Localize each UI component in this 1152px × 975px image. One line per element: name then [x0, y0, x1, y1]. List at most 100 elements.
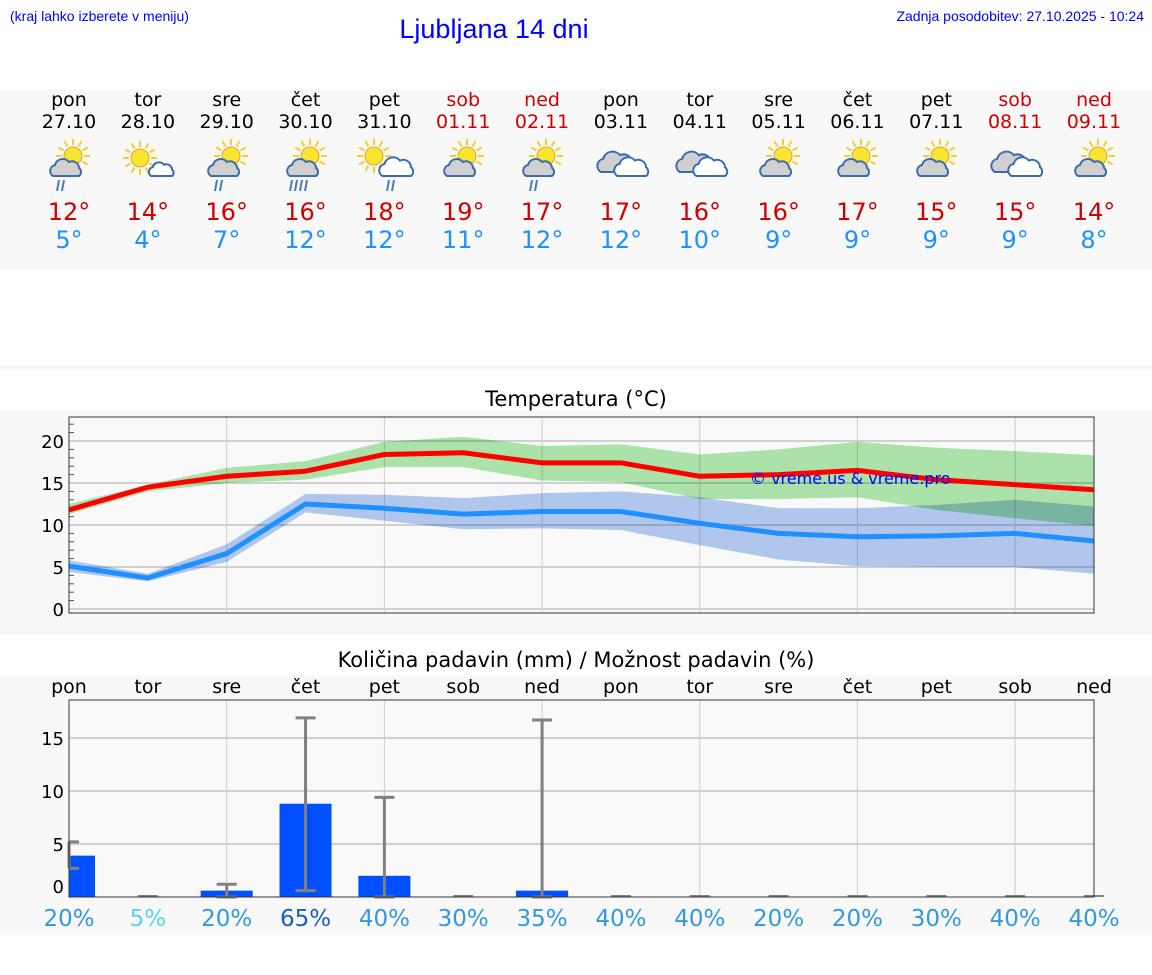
day-name: tor [686, 89, 714, 111]
day-name: sre [764, 89, 794, 111]
precipitation-probability: 40% [674, 906, 725, 932]
precipitation-probability: 40% [1068, 906, 1119, 932]
precipitation-probability: 5% [130, 906, 167, 932]
weather-sun-cloud-icon [739, 138, 819, 198]
day-date: 02.11 [514, 111, 570, 133]
x-category-label: pon [603, 676, 639, 698]
day-name: pet [920, 89, 952, 111]
location-hint: (kraj lahko izberete v meniju) [10, 8, 189, 24]
day-date: 31.10 [357, 111, 412, 133]
x-category-label: tor [134, 676, 161, 698]
y-tick-label: 5 [53, 558, 64, 579]
x-category-label: sre [212, 676, 241, 698]
precipitation-probability: 30% [438, 906, 489, 932]
min-temperature: 12° [599, 226, 643, 254]
precipitation-probability: 35% [517, 906, 568, 932]
precipitation-probability: 65% [280, 906, 331, 932]
min-temperature: 12° [284, 226, 327, 254]
max-temperature: 17° [520, 198, 564, 226]
day-name: ned [1076, 89, 1112, 111]
x-category-label: pon [51, 676, 87, 698]
min-temperature: 12° [520, 226, 564, 254]
weather-sun-cloud-icon [817, 138, 897, 198]
weather-sun-white-cloud-rain-icon [344, 138, 424, 198]
page-title: Ljubljana 14 dni [399, 14, 589, 44]
weather-overcast-icon [581, 138, 661, 198]
day-date: 09.11 [1066, 111, 1122, 133]
min-temperature: 12° [363, 226, 406, 254]
min-temperature: 10° [678, 226, 722, 254]
precipitation-probability: 40% [990, 906, 1041, 932]
forecast-strip [0, 90, 1152, 270]
y-tick-label: 0 [53, 877, 64, 898]
precipitation-probability: 20% [43, 906, 94, 932]
plot-border [68, 699, 1095, 898]
min-temperature: 7° [213, 226, 241, 254]
min-range-band [69, 491, 1094, 582]
precipitation-probability: 20% [753, 906, 804, 932]
day-date: 06.11 [830, 111, 885, 133]
day-date: 04.11 [672, 111, 727, 133]
max-temperature: 19° [441, 198, 485, 226]
min-temperature: 9° [922, 226, 950, 254]
y-tick-label: 5 [53, 835, 64, 856]
min-temperature: 11° [441, 226, 485, 254]
y-tick-label: 15 [41, 474, 64, 495]
day-name: tor [134, 89, 162, 111]
precipitation-bar [69, 855, 95, 897]
max-temperature: 16° [757, 198, 800, 226]
weather-overcast-icon [660, 138, 740, 198]
y-tick-label: 20 [41, 432, 64, 453]
watermark: © vreme.us & vreme.pro [750, 469, 951, 488]
min-temperature: 5° [55, 226, 83, 254]
max-temperature: 16° [205, 198, 248, 226]
weather-sun-cloud-icon [423, 138, 503, 198]
weather-sun-small-cloud-icon [108, 138, 188, 198]
day-name: pon [51, 89, 87, 111]
x-category-label: čet [291, 676, 321, 698]
precipitation-chart-title: Količina padavin (mm) / Možnost padavin … [337, 648, 815, 672]
x-category-label: tor [686, 676, 713, 698]
divider [0, 365, 1152, 370]
precipitation-probability: 20% [201, 906, 252, 932]
y-tick-label: 10 [41, 782, 64, 803]
x-category-label: pet [369, 676, 400, 698]
max-temperature-line [68, 450, 1095, 513]
precipitation-probability: 30% [911, 906, 962, 932]
y-tick-label: 0 [53, 600, 64, 621]
min-temperature-line [68, 501, 1095, 581]
day-name: čet [842, 89, 873, 111]
min-temperature: 8° [1080, 226, 1108, 254]
day-date: 27.10 [41, 111, 97, 133]
weather-sun-cloud-heavy-rain-icon [266, 138, 346, 198]
last-updated: Zadnja posodobitev: 27.10.2025 - 10:24 [896, 8, 1144, 24]
day-date: 01.11 [436, 111, 491, 133]
weather-sun-cloud-icon [1054, 138, 1134, 198]
day-name: pon [603, 89, 639, 111]
day-name: ned [524, 89, 560, 111]
weather-sun-cloud-rain-icon [29, 138, 109, 198]
x-category-label: pet [921, 676, 952, 698]
weather-sun-cloud-rain-icon [187, 138, 267, 198]
x-category-label: sob [998, 676, 1032, 698]
max-temperature: 16° [678, 198, 722, 226]
max-temperature: 18° [363, 198, 406, 226]
plot-border [68, 416, 1095, 614]
max-temperature: 14° [1072, 198, 1116, 226]
weather-sun-cloud-rain-icon [502, 138, 582, 198]
min-temperature: 9° [764, 226, 793, 254]
day-date: 08.11 [987, 111, 1043, 133]
day-date: 29.10 [199, 111, 254, 133]
day-date: 30.10 [278, 111, 333, 133]
x-category-label: čet [843, 676, 873, 698]
day-name: čet [290, 89, 321, 111]
day-name: sob [446, 89, 481, 111]
precipitation-probability: 40% [359, 906, 410, 932]
day-date: 03.11 [593, 111, 649, 133]
y-tick-label: 10 [41, 516, 64, 537]
plot-area [69, 700, 1094, 897]
day-name: sob [998, 89, 1032, 111]
x-category-label: ned [1076, 676, 1112, 698]
min-temperature: 4° [134, 226, 162, 254]
